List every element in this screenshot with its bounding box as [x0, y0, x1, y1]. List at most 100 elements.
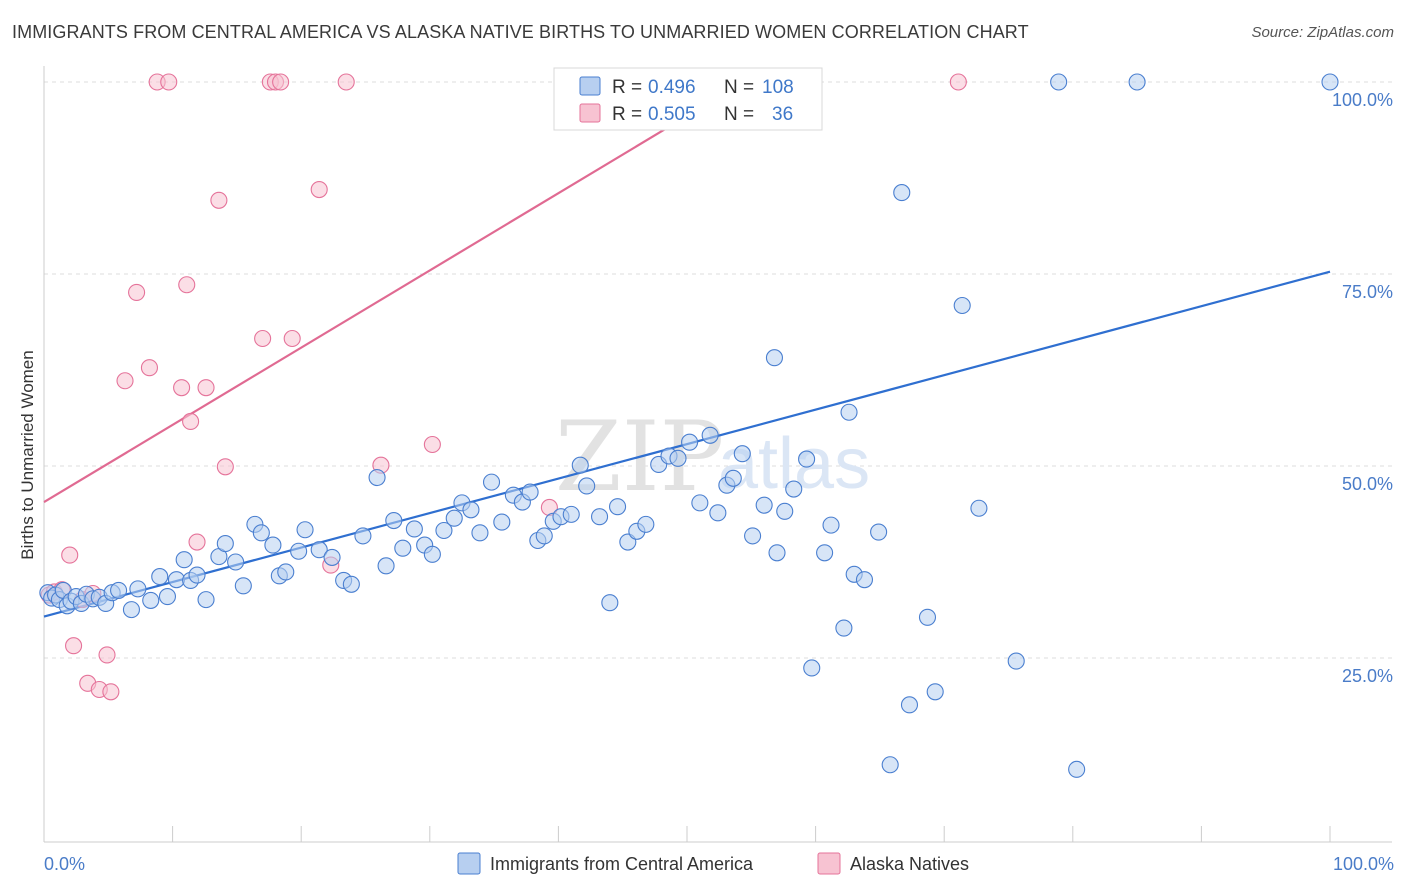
source-credit: Source: ZipAtlas.com — [1251, 24, 1394, 41]
point-blue-47 — [423, 545, 441, 563]
point-blue-67 — [609, 498, 627, 516]
stats-n-label-blue: N = — [724, 77, 754, 98]
point-blue-49 — [445, 509, 463, 527]
point-blue-73 — [669, 449, 687, 467]
point-blue-26 — [216, 535, 234, 553]
point-blue-96 — [881, 756, 899, 774]
point-blue-97 — [893, 184, 911, 202]
point-blue-80 — [733, 445, 751, 463]
point-blue-62 — [562, 505, 580, 523]
point-blue-95 — [870, 523, 888, 541]
point-blue-90 — [822, 516, 840, 534]
y-axis-title: Births to Unmarried Women — [18, 350, 37, 559]
point-blue-36 — [310, 541, 328, 559]
point-blue-28 — [234, 577, 252, 595]
point-blue-100 — [926, 683, 944, 701]
point-pink-22 — [216, 458, 234, 476]
point-pink-9 — [98, 646, 116, 664]
point-blue-103 — [1007, 652, 1025, 670]
point-blue-66 — [601, 594, 619, 612]
y-tick-label-2: 75.0% — [1342, 282, 1393, 302]
series-central-america — [39, 73, 1339, 778]
y-tick-label-3: 100.0% — [1332, 90, 1393, 110]
point-blue-17 — [142, 591, 160, 609]
point-pink-28 — [310, 180, 328, 199]
point-blue-81 — [744, 527, 762, 545]
point-blue-77 — [709, 504, 727, 522]
point-pink-27 — [283, 329, 301, 348]
point-pink-23 — [254, 329, 272, 348]
point-blue-20 — [167, 571, 186, 589]
point-blue-21 — [175, 551, 193, 569]
point-blue-37 — [323, 548, 341, 566]
stats-n-label-pink: N = — [724, 104, 754, 125]
point-blue-75 — [691, 494, 709, 512]
point-blue-70 — [637, 515, 655, 533]
point-blue-65 — [591, 508, 609, 526]
point-blue-92 — [840, 403, 858, 421]
stats-n-value-pink: 36 — [772, 104, 793, 125]
axes — [43, 66, 1392, 843]
point-blue-99 — [918, 608, 937, 626]
point-blue-39 — [342, 575, 360, 593]
point-blue-88 — [803, 659, 821, 677]
point-blue-94 — [855, 571, 874, 589]
point-blue-42 — [377, 557, 395, 575]
point-blue-19 — [158, 588, 177, 606]
point-pink-10 — [102, 683, 120, 701]
point-blue-86 — [785, 480, 803, 498]
stats-r-value-blue: 0.496 — [648, 77, 696, 98]
point-blue-91 — [835, 619, 853, 637]
stats-swatch-pink — [579, 103, 601, 123]
stats-swatch-blue — [579, 76, 601, 96]
point-blue-105 — [1068, 760, 1086, 778]
point-blue-87 — [798, 450, 816, 468]
point-blue-51 — [462, 501, 480, 519]
point-pink-19 — [188, 533, 206, 551]
point-blue-98 — [900, 696, 919, 714]
point-blue-40 — [354, 527, 372, 545]
point-blue-64 — [578, 477, 596, 495]
point-pink-35 — [949, 73, 967, 91]
point-blue-14 — [110, 581, 128, 599]
point-pink-15 — [160, 73, 178, 91]
point-blue-106 — [1128, 73, 1146, 91]
point-pink-3 — [61, 546, 79, 564]
legend-label-pink: Alaska Natives — [850, 854, 969, 874]
point-blue-27 — [227, 553, 245, 571]
point-pink-21 — [210, 191, 228, 209]
point-blue-59 — [535, 527, 553, 545]
gridlines — [44, 81, 1392, 659]
point-pink-32 — [423, 435, 441, 454]
point-blue-16 — [129, 580, 147, 598]
y-tick-label-0: 25.0% — [1342, 666, 1393, 686]
point-blue-63 — [571, 456, 589, 474]
point-blue-74 — [681, 433, 699, 451]
point-blue-24 — [197, 591, 215, 609]
point-blue-76 — [701, 426, 719, 444]
bottom-legend: Immigrants from Central America Alaska N… — [457, 852, 969, 875]
point-blue-83 — [765, 349, 783, 367]
x-tick-label-min: 0.0% — [44, 854, 85, 874]
point-blue-34 — [290, 542, 308, 560]
point-blue-30 — [252, 524, 270, 542]
point-blue-52 — [471, 524, 489, 542]
point-blue-84 — [768, 544, 786, 562]
point-blue-82 — [755, 496, 773, 514]
point-pink-26 — [272, 73, 290, 91]
legend-swatch-blue — [457, 852, 481, 875]
point-blue-54 — [493, 513, 511, 531]
point-blue-18 — [151, 568, 169, 586]
legend-label-blue: Immigrants from Central America — [490, 854, 754, 874]
point-pink-20 — [197, 379, 215, 397]
point-blue-79 — [724, 469, 742, 487]
point-blue-102 — [970, 499, 988, 517]
point-blue-48 — [435, 521, 453, 540]
series-alaska-natives — [40, 73, 967, 701]
trend-line-pink — [43, 81, 745, 504]
point-pink-18 — [182, 412, 200, 431]
point-pink-30 — [337, 73, 355, 91]
point-blue-89 — [816, 544, 834, 562]
point-blue-33 — [277, 563, 295, 581]
